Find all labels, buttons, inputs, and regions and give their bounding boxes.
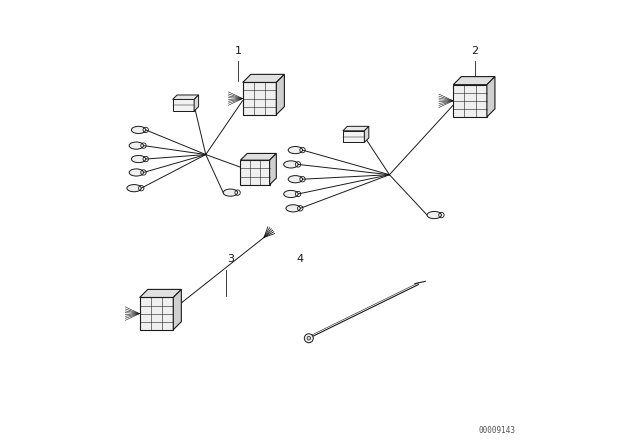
Circle shape: [307, 336, 310, 340]
Polygon shape: [241, 153, 276, 160]
Bar: [453, 85, 487, 117]
Polygon shape: [487, 77, 495, 117]
Circle shape: [304, 334, 314, 343]
Text: 1: 1: [235, 46, 242, 56]
Ellipse shape: [288, 146, 303, 154]
Text: 2: 2: [471, 46, 478, 56]
Polygon shape: [243, 74, 284, 82]
Bar: [343, 131, 364, 142]
Ellipse shape: [288, 176, 303, 183]
Bar: [173, 99, 194, 111]
Text: 4: 4: [296, 254, 303, 264]
Text: 3: 3: [227, 254, 234, 264]
Ellipse shape: [427, 211, 442, 219]
Polygon shape: [173, 289, 181, 330]
Ellipse shape: [131, 126, 146, 134]
Ellipse shape: [131, 155, 146, 163]
Ellipse shape: [286, 205, 300, 212]
Polygon shape: [453, 77, 495, 85]
Polygon shape: [140, 289, 181, 297]
Ellipse shape: [129, 169, 143, 176]
Ellipse shape: [284, 190, 298, 198]
Polygon shape: [173, 95, 198, 99]
Ellipse shape: [129, 142, 143, 149]
Polygon shape: [276, 74, 284, 115]
Polygon shape: [343, 126, 369, 131]
Ellipse shape: [223, 189, 237, 196]
Polygon shape: [364, 126, 369, 142]
Polygon shape: [194, 95, 198, 111]
Bar: [243, 82, 276, 115]
Ellipse shape: [284, 161, 298, 168]
Text: 00009143: 00009143: [479, 426, 515, 435]
Bar: [241, 160, 269, 185]
Polygon shape: [269, 153, 276, 185]
Ellipse shape: [127, 185, 141, 192]
Bar: [140, 297, 173, 330]
